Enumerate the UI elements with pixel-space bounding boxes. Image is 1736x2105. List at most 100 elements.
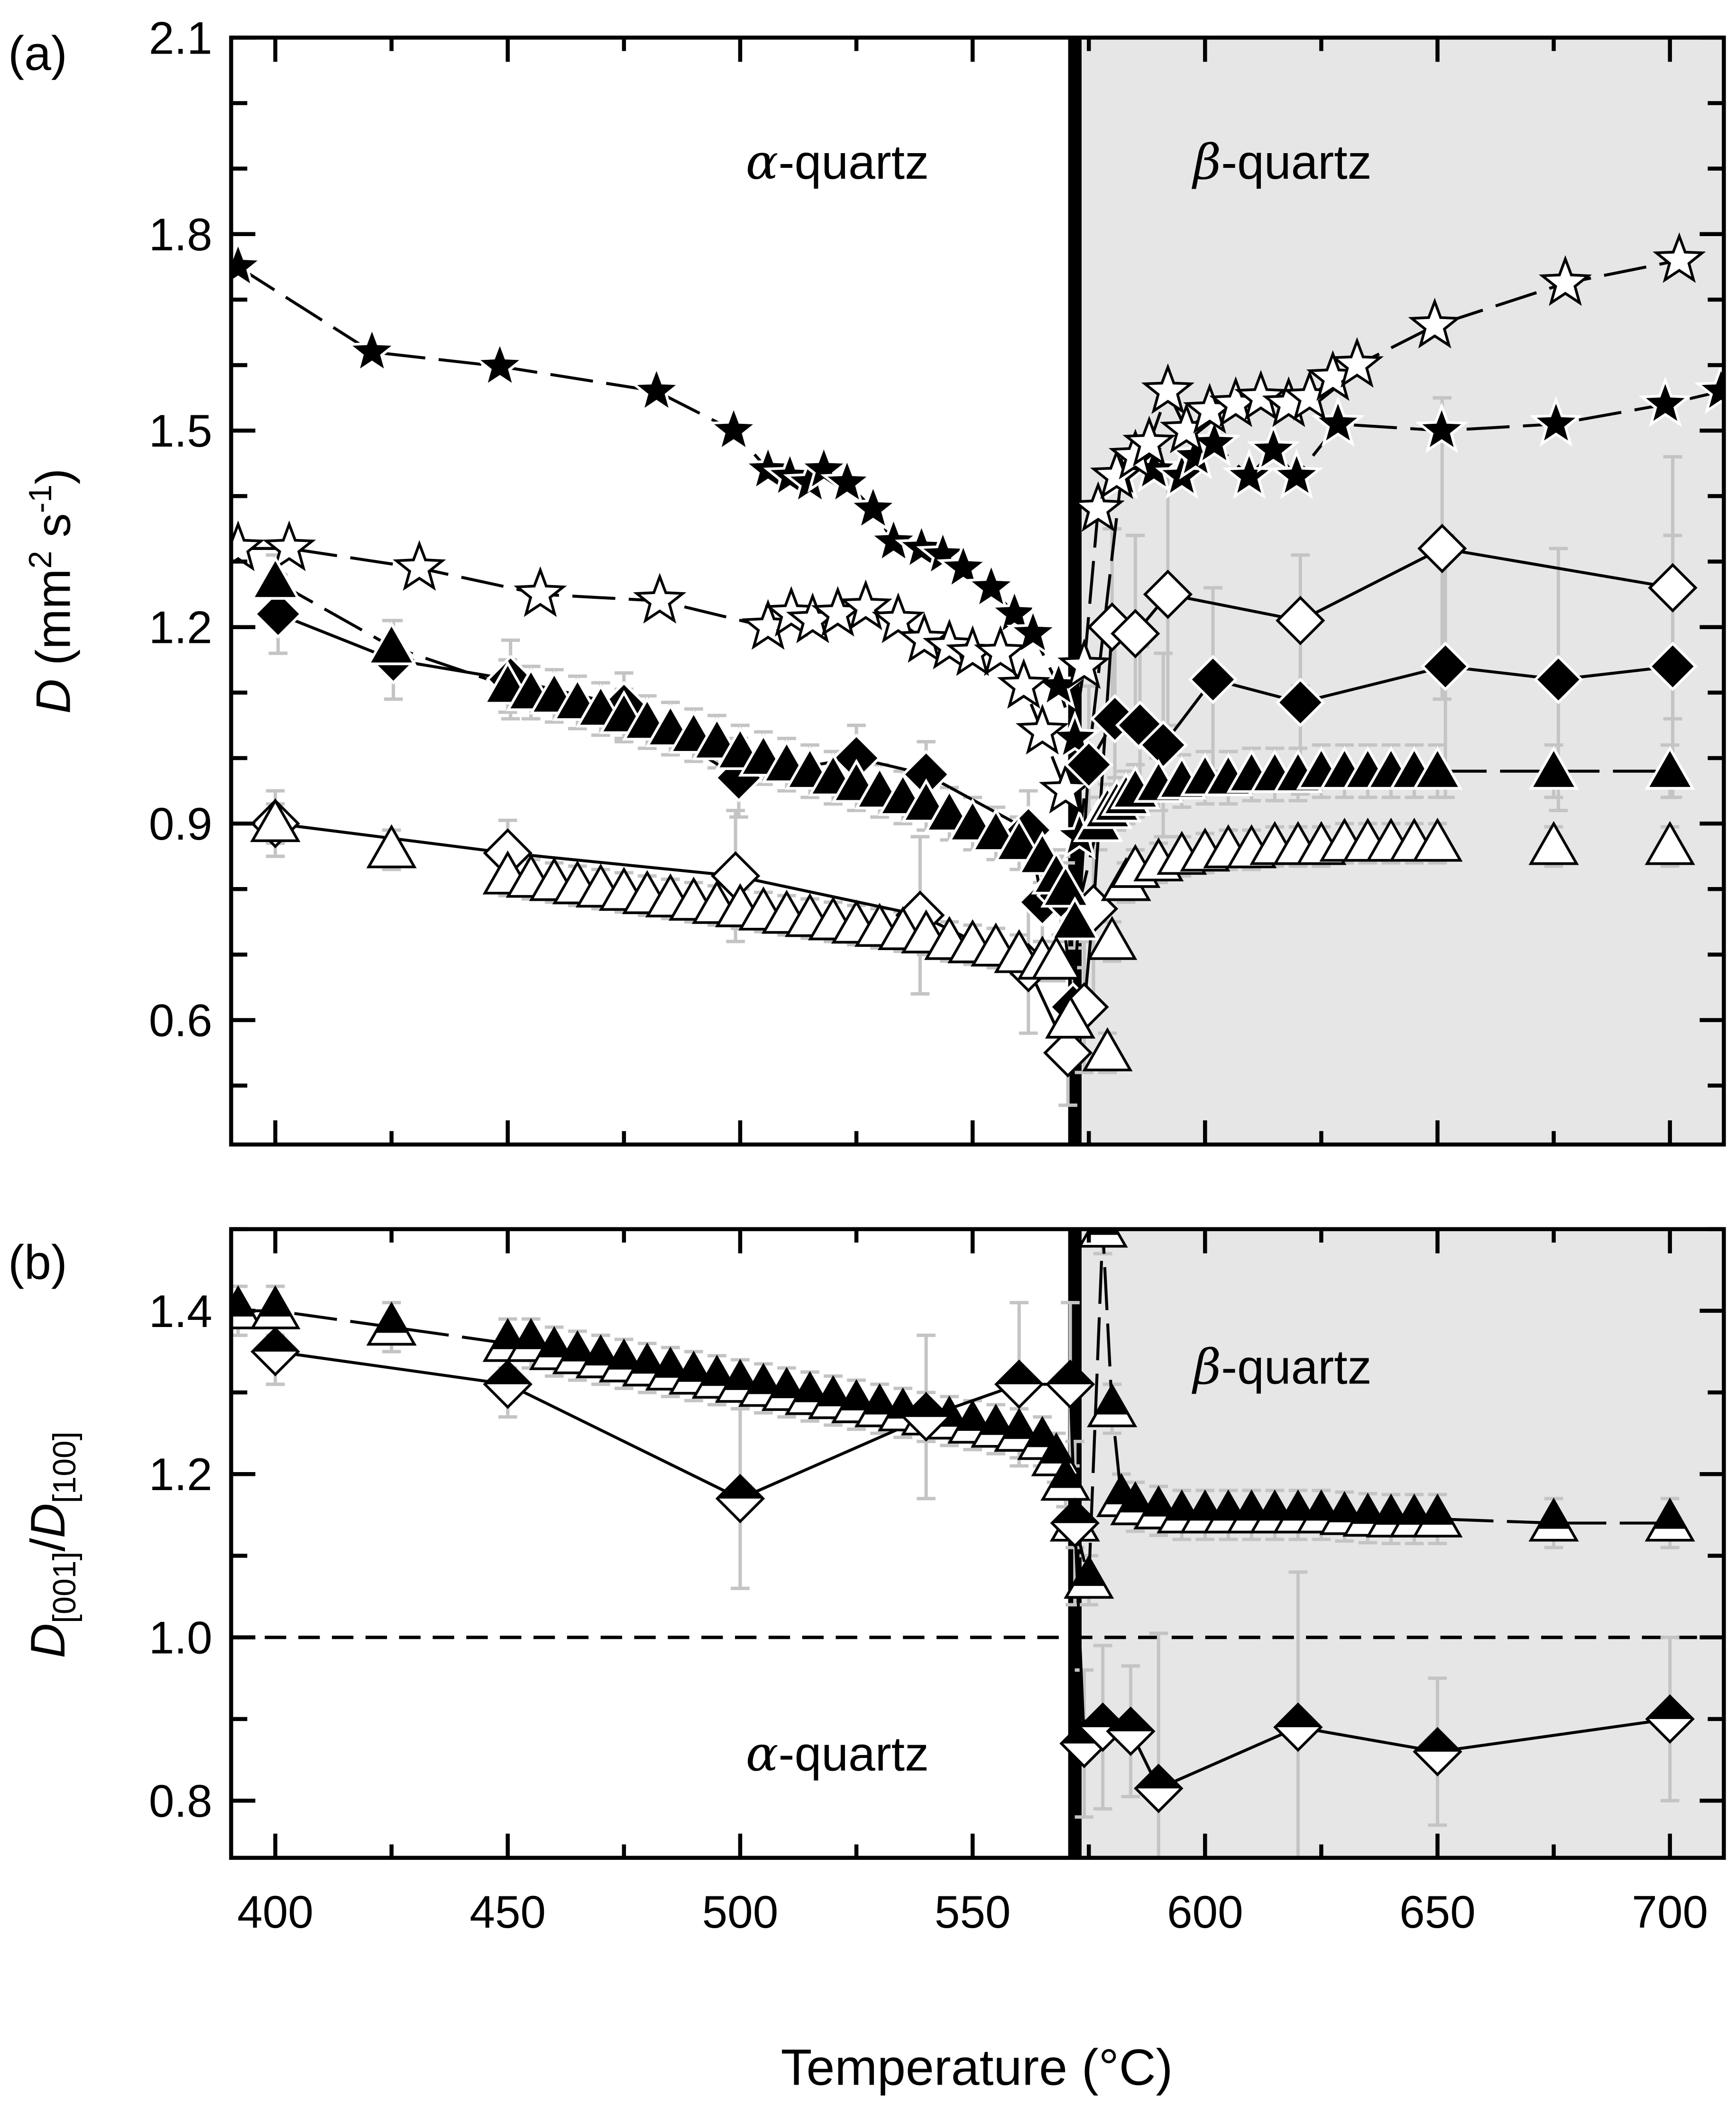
marker-upper-half [491,1320,524,1349]
open-stars-point [1071,481,1125,532]
x-tick-label: 500 [702,1887,779,1938]
filled-stars-point [988,586,1041,637]
y-tick-label: 0.8 [149,1776,212,1827]
filled-stars-point [630,363,683,414]
open-stars-point [1538,255,1592,306]
filled-diamonds-point [1276,677,1325,727]
filled-triangles-point [250,556,301,600]
beta-quartz-label-b: β-quartz [1191,1339,1371,1395]
marker-upper-half [724,1361,757,1390]
x-tick-label: 700 [1632,1887,1708,1938]
marker-upper-half [1281,1492,1315,1521]
marker-upper-half [1142,1488,1175,1517]
ratio-diamonds-point [1273,1702,1323,1752]
x-tick-label: 550 [935,1887,1011,1938]
ratio-diamonds-point [1045,1359,1095,1409]
filled-stars-point [1694,363,1724,414]
marker-upper-half [1119,1483,1152,1513]
series-group [231,232,1724,1107]
panel-a-ticks: 0.6 0.9 1.2 1.5 1.8 2.1 [149,13,1724,1145]
open-triangles-point [366,824,417,869]
open-diamonds-point [1043,1028,1093,1078]
filled-triangles-point [1644,745,1695,790]
marker-upper-half [1080,1704,1126,1728]
marker-upper-half [903,1394,949,1417]
panel-a-data [231,37,1724,1145]
marker-upper-half [770,1369,803,1399]
beta-shaded-region [1082,1229,1724,1858]
marker-upper-half [1212,1492,1245,1521]
x-tick-label: 600 [1167,1887,1243,1938]
panel-label-b: (b) [8,1235,67,1289]
open-diamonds-point [1111,609,1160,659]
marker-upper-half [1002,1410,1036,1439]
marker-upper-half [561,1333,594,1362]
marker-upper-half [1374,1496,1408,1525]
marker-upper-half [677,1353,710,1382]
open-triangles-point [1412,817,1463,862]
open-triangles-point [1644,821,1695,865]
marker-upper-half [631,1345,664,1374]
ratio-diamonds-point [1050,1498,1100,1548]
y-tick-label: 2.1 [149,13,212,64]
open-stars-point [997,658,1051,709]
panel-b-frame [229,1227,1726,1860]
y-tick-label: 0.6 [149,996,212,1046]
marker-upper-half [654,1349,687,1378]
y-tick-label: 1.5 [149,406,212,457]
y-tick-label: 1.2 [149,1449,212,1500]
ratio-diamonds-point [1645,1694,1695,1744]
filled-stars-point [797,442,851,493]
open-stars-point [1408,298,1461,349]
ratio-triangles-point [1064,1555,1114,1599]
marker-upper-half [1351,1495,1385,1524]
error-bar [1149,1631,1168,1858]
marker-upper-half [717,1475,763,1499]
open-stars-point [1330,337,1384,388]
y-tick-label: 1.8 [149,210,212,260]
ratio-diamonds-point [1413,1727,1462,1776]
ratio-diamonds-point [715,1474,765,1524]
panel-a-frame [229,36,1726,1147]
ratio-triangles-point [1528,1497,1579,1542]
open-triangles-point [1528,821,1579,865]
marker-upper-half [1165,1492,1198,1521]
filled-stars-point [1222,448,1276,499]
marker-upper-half [1415,1729,1460,1752]
ratio-diamonds-point [1134,1764,1184,1813]
filled-stars-point [473,338,527,389]
filled-stars-point [916,527,970,578]
ratio-triangles-point [1087,1383,1138,1428]
marker-upper-half [1275,1704,1321,1728]
marker-upper-half [584,1336,617,1366]
ratio-diamonds-point [1106,1706,1156,1756]
marker-upper-half [1039,1435,1073,1464]
open-diamonds-point [1648,563,1698,613]
open-stars-point [262,520,316,571]
marker-upper-half [1026,1419,1059,1447]
marker-upper-half [747,1365,780,1394]
open-stars-point [898,612,951,663]
ratio-diamonds-point [901,1392,951,1442]
marker-upper-half [1188,1492,1222,1521]
marker-upper-half [1304,1492,1338,1521]
open-stars-point [1122,415,1176,467]
open-diamonds-point [1276,595,1325,646]
marker-upper-half [1136,1766,1182,1789]
open-stars-point [231,520,265,571]
y-axis-label-b: D[001]/D[100] [21,1431,83,1658]
marker-upper-half [840,1382,873,1410]
filled-diamonds-point [1648,641,1698,691]
ratio-diamonds-point [483,1359,533,1409]
marker-upper-half [252,1328,298,1352]
open-stars-point [1141,363,1195,414]
marker-upper-half [956,1402,989,1431]
x-tick-label: 450 [469,1887,546,1938]
marker-upper-half [1047,1361,1093,1384]
series-group [231,1229,1695,1858]
panel-b-ticks: 0.8 1.0 1.2 1.4 400 450 500 550 600 650 700 [149,1227,1724,1938]
filled-triangles-point [366,621,417,666]
marker-upper-half [1328,1493,1361,1522]
marker-upper-half [1647,1696,1693,1719]
